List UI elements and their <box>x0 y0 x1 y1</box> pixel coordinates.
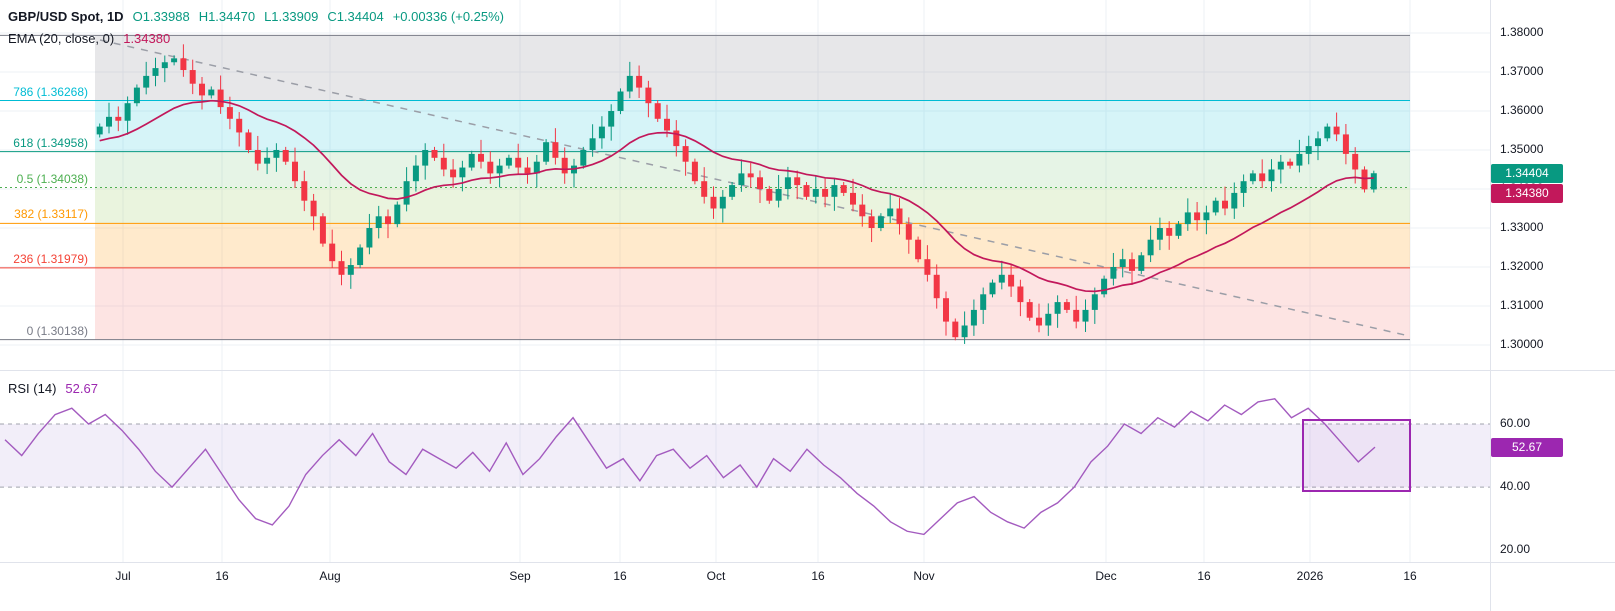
rsi-band <box>0 424 1490 488</box>
ohlc-low: L1.33909 <box>264 9 319 24</box>
fib-level-label-0: 0 (1.30138) <box>26 323 88 338</box>
price-axis-label: 1.32000 <box>1500 259 1544 273</box>
time-axis-label: Aug <box>319 569 341 583</box>
ema-value: 1.34380 <box>123 31 171 46</box>
time-axis-label: Oct <box>706 569 726 583</box>
symbol-legend[interactable]: GBP/USD Spot, 1D O1.33988 H1.34470 L1.33… <box>8 9 504 24</box>
ema-value-badge: 1.34380 <box>1491 183 1563 203</box>
rsi-label: RSI (14) <box>8 381 57 396</box>
fib-level-label-786: 786 (1.36268) <box>13 84 88 99</box>
ohlc-high: H1.34470 <box>198 9 256 24</box>
fib-level-label-05: 0.5 (1.34038) <box>16 171 88 186</box>
rsi-value-badge: 52.67 <box>1491 437 1563 457</box>
time-axis-label: 2026 <box>1296 569 1324 583</box>
rsi-axis-label: 40.00 <box>1500 479 1531 494</box>
fib-level-label-618: 618 (1.34958) <box>13 135 88 150</box>
time-axis-label: 16 <box>1197 569 1211 583</box>
rsi-axis-label: 60.00 <box>1500 416 1531 430</box>
time-axis-label: Dec <box>1095 569 1117 583</box>
fib-level-label-382: 382 (1.33117) <box>14 207 88 222</box>
fib-level-label-236: 236 (1.31979) <box>13 251 88 266</box>
time-axis-label: 16 <box>1403 569 1417 583</box>
time-axis-label: 16 <box>811 569 825 583</box>
rsi-axis-label: 20.00 <box>1500 542 1531 557</box>
price-axis-label: 1.30000 <box>1500 337 1544 351</box>
rsi-line[interactable] <box>4 397 1376 536</box>
price-axis-label: 1.37000 <box>1500 64 1544 78</box>
ema-line[interactable] <box>99 99 1374 293</box>
last-price-badge: 1.34404 <box>1491 163 1563 183</box>
price-axis-label: 1.38000 <box>1500 25 1544 39</box>
price-axis[interactable] <box>1490 0 1615 562</box>
ema-legend[interactable]: EMA (20, close, 0) 1.34380 <box>8 31 170 46</box>
ohlc-open: O1.33988 <box>132 9 190 24</box>
time-axis-label: Jul <box>115 569 131 583</box>
price-axis-label: 1.35000 <box>1500 142 1544 156</box>
time-axis-label: Nov <box>913 569 935 583</box>
price-axis-label: 1.36000 <box>1500 103 1544 117</box>
symbol-title[interactable]: GBP/USD Spot, 1D <box>8 9 124 24</box>
ohlc-change: +0.00336 (+0.25%) <box>392 9 505 24</box>
ema-label: EMA (20, close, 0) <box>8 31 115 46</box>
rsi-legend[interactable]: RSI (14) 52.67 <box>8 381 98 396</box>
time-axis-label: 16 <box>613 569 627 583</box>
rsi-value: 52.67 <box>65 381 98 396</box>
time-axis-label: Sep <box>509 569 531 583</box>
price-axis-label: 1.31000 <box>1500 298 1544 312</box>
time-axis-label: 16 <box>215 569 229 583</box>
ohlc-close: C1.34404 <box>327 9 384 24</box>
rsi-highlight-box[interactable] <box>1302 419 1411 492</box>
fib-bands <box>95 35 1410 340</box>
price-axis-label: 1.33000 <box>1500 220 1544 234</box>
